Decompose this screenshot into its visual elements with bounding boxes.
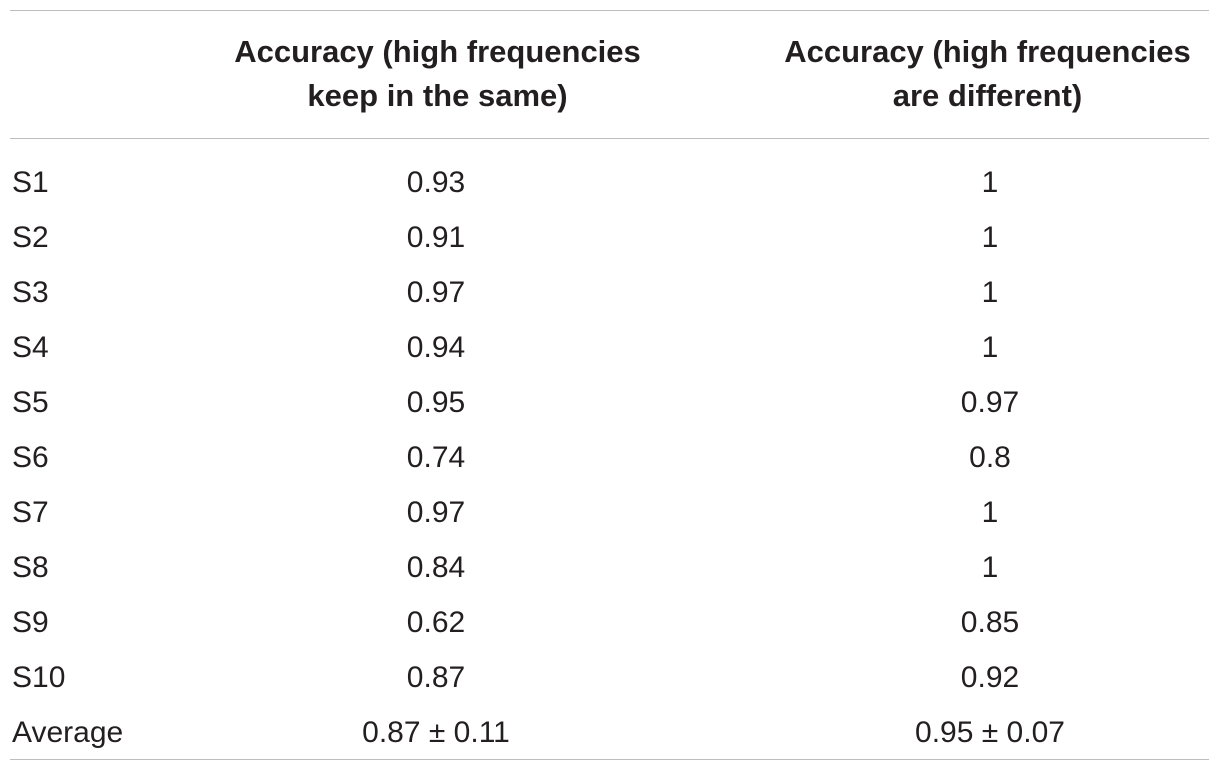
accuracy-same-value: 0.62 xyxy=(406,606,466,639)
row-label: S1 xyxy=(12,166,49,199)
table-row: S1 0.93 1 xyxy=(0,155,1221,210)
table-row: S7 0.97 1 xyxy=(0,485,1221,540)
row-label: S4 xyxy=(12,331,49,364)
accuracy-different-value: 1 xyxy=(981,276,999,309)
row-label: S6 xyxy=(12,441,49,474)
table-row: S8 0.84 1 xyxy=(0,540,1221,595)
column-header-different-line2: are different) xyxy=(892,78,1083,113)
accuracy-same-value: 0.95 xyxy=(406,386,466,419)
accuracy-different-value: 1 xyxy=(981,551,999,584)
accuracy-different-value: 1 xyxy=(981,221,999,254)
accuracy-different-value: 1 xyxy=(981,166,999,199)
table-row: S5 0.95 0.97 xyxy=(0,375,1221,430)
table-row: S10 0.87 0.92 xyxy=(0,650,1221,705)
row-label: S2 xyxy=(12,221,49,254)
table-row: S2 0.91 1 xyxy=(0,210,1221,265)
row-label: S3 xyxy=(12,276,49,309)
row-label: Average xyxy=(12,716,124,749)
row-label: S9 xyxy=(12,606,49,639)
table-row: S6 0.74 0.8 xyxy=(0,430,1221,485)
accuracy-different-value: 1 xyxy=(981,496,999,529)
accuracy-same-value: 0.97 xyxy=(406,276,466,309)
table-row: S9 0.62 0.85 xyxy=(0,595,1221,650)
accuracy-different-value: 0.92 xyxy=(960,661,1020,694)
accuracy-same-value: 0.84 xyxy=(406,551,466,584)
accuracy-same-value: 0.97 xyxy=(406,496,466,529)
accuracy-same-value: 0.87 xyxy=(406,661,466,694)
accuracy-same-value: 0.93 xyxy=(406,166,466,199)
accuracy-different-value: 0.8 xyxy=(969,441,1011,474)
accuracy-same-value: 0.87 ± 0.11 xyxy=(362,716,510,749)
row-label: S10 xyxy=(12,661,66,694)
accuracy-different-value: 1 xyxy=(981,331,999,364)
table-header-rule xyxy=(10,138,1209,139)
column-header-different: Accuracy (high frequencies are different… xyxy=(740,30,1221,118)
column-header-same: Accuracy (high frequencies keep in the s… xyxy=(190,30,685,118)
accuracy-same-value: 0.74 xyxy=(406,441,466,474)
accuracy-same-value: 0.94 xyxy=(406,331,466,364)
column-header-different-line1: Accuracy (high frequencies xyxy=(784,34,1191,69)
column-header-same-line2: keep in the same) xyxy=(307,78,568,113)
table-row: S3 0.97 1 xyxy=(0,265,1221,320)
table-top-rule xyxy=(10,10,1209,11)
row-label: S5 xyxy=(12,386,49,419)
accuracy-different-value: 0.95 ± 0.07 xyxy=(915,716,1065,749)
accuracy-different-value: 0.97 xyxy=(960,386,1020,419)
column-header-same-line1: Accuracy (high frequencies xyxy=(234,34,641,69)
table-bottom-rule xyxy=(10,759,1209,760)
accuracy-different-value: 0.85 xyxy=(960,606,1020,639)
table-row: S4 0.94 1 xyxy=(0,320,1221,375)
row-label: S7 xyxy=(12,496,49,529)
table-row-average: Average 0.87 ± 0.11 0.95 ± 0.07 xyxy=(0,705,1221,760)
row-label: S8 xyxy=(12,551,49,584)
accuracy-same-value: 0.91 xyxy=(406,221,466,254)
